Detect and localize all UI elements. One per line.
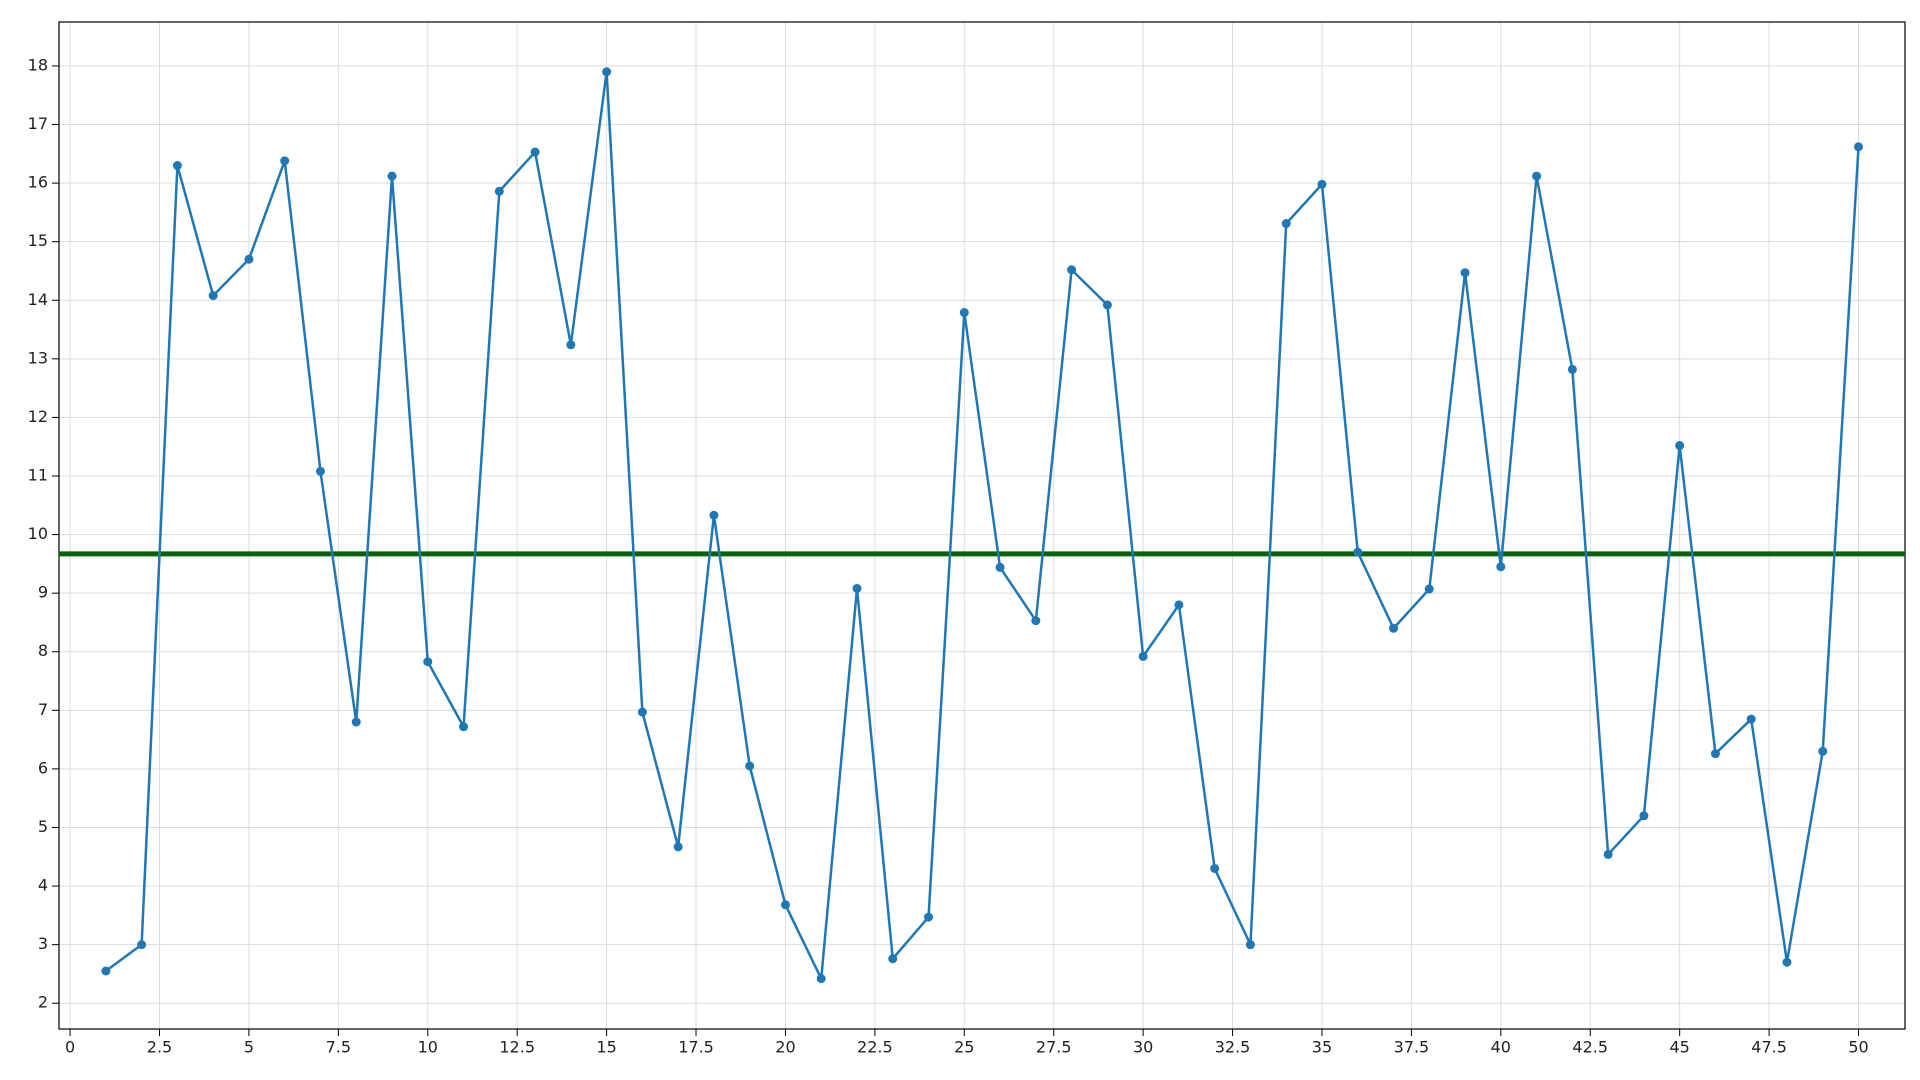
- x-tick-label: 2.5: [147, 1038, 172, 1057]
- x-tick-label: 20: [775, 1038, 795, 1057]
- plot-frame: [58, 21, 1906, 1030]
- data-point: [959, 308, 969, 318]
- y-tick-label: 11: [28, 465, 48, 484]
- data-point: [1389, 623, 1399, 633]
- x-tick-label: 35: [1312, 1038, 1332, 1057]
- data-point: [1317, 179, 1327, 189]
- data-point: [208, 291, 218, 301]
- data-point: [1496, 562, 1506, 572]
- y-tick-label: 2: [38, 993, 48, 1012]
- x-tick-label: 0: [65, 1038, 75, 1057]
- data-point: [1818, 746, 1828, 756]
- data-point: [1281, 219, 1291, 229]
- data-point: [602, 67, 612, 77]
- x-tick-label: 32.5: [1215, 1038, 1251, 1057]
- data-point: [780, 900, 790, 910]
- data-point: [1603, 849, 1613, 859]
- data-point: [1460, 268, 1470, 278]
- x-tick-label: 30: [1133, 1038, 1153, 1057]
- data-point: [494, 186, 504, 196]
- data-point: [1746, 714, 1756, 724]
- y-tick-label: 10: [28, 524, 48, 543]
- data-point: [566, 340, 576, 350]
- y-tick-label: 12: [28, 407, 48, 426]
- x-tick-label: 15: [596, 1038, 616, 1057]
- y-tick-label: 18: [28, 55, 48, 74]
- x-tick-label: 27.5: [1036, 1038, 1072, 1057]
- data-point: [1854, 142, 1864, 152]
- y-tick-label: 4: [38, 876, 48, 895]
- data-point: [709, 510, 719, 520]
- data-point: [423, 657, 433, 667]
- y-tick-label: 3: [38, 934, 48, 953]
- y-tick-label: 5: [38, 817, 48, 836]
- x-tick-label: 22.5: [857, 1038, 893, 1057]
- x-tick-label: 47.5: [1751, 1038, 1787, 1057]
- x-tick-label: 45: [1669, 1038, 1689, 1057]
- data-point: [315, 466, 325, 476]
- data-point: [888, 954, 898, 964]
- data-point: [1245, 940, 1255, 950]
- data-point: [1710, 749, 1720, 759]
- data-point: [1031, 616, 1041, 626]
- data-point: [1567, 364, 1577, 374]
- data-point: [244, 254, 254, 264]
- data-point: [1675, 441, 1685, 451]
- data-point: [459, 722, 469, 732]
- data-point: [1532, 171, 1542, 181]
- data-point: [1102, 300, 1112, 310]
- y-tick-label: 9: [38, 583, 48, 602]
- data-point: [1174, 600, 1184, 610]
- x-tick-label: 40: [1491, 1038, 1511, 1057]
- y-tick-label: 13: [28, 348, 48, 367]
- y-tick-label: 7: [38, 700, 48, 719]
- y-tick-label: 16: [28, 173, 48, 192]
- x-tick-label: 10: [418, 1038, 438, 1057]
- data-point: [1067, 265, 1077, 275]
- data-point: [530, 147, 540, 157]
- y-tick-label: 8: [38, 641, 48, 660]
- data-point: [995, 562, 1005, 572]
- y-tick-label: 15: [28, 231, 48, 250]
- data-point: [1138, 651, 1148, 661]
- data-point: [1424, 584, 1434, 594]
- data-point: [172, 161, 182, 171]
- x-tick-label: 5: [244, 1038, 254, 1057]
- data-point: [280, 156, 290, 166]
- data-point: [673, 842, 683, 852]
- y-tick-label: 6: [38, 758, 48, 777]
- data-point: [1782, 957, 1792, 967]
- data-point: [1639, 811, 1649, 821]
- x-tick-label: 17.5: [678, 1038, 714, 1057]
- x-tick-label: 12.5: [499, 1038, 535, 1057]
- x-tick-label: 37.5: [1394, 1038, 1430, 1057]
- data-point: [924, 912, 934, 922]
- data-point: [745, 761, 755, 771]
- data-point: [1353, 547, 1363, 557]
- data-point: [351, 717, 361, 727]
- y-tick-label: 14: [28, 290, 48, 309]
- data-point: [816, 974, 826, 984]
- x-tick-label: 42.5: [1572, 1038, 1608, 1057]
- series-line: [105, 71, 1860, 984]
- data-point: [101, 966, 111, 976]
- data-point: [387, 171, 397, 181]
- data-point: [637, 707, 647, 717]
- y-tick-label: 17: [28, 114, 48, 133]
- x-tick-label: 7.5: [326, 1038, 351, 1057]
- data-point: [852, 583, 862, 593]
- data-point: [1210, 863, 1220, 873]
- x-tick-label: 25: [954, 1038, 974, 1057]
- data-point: [137, 940, 147, 950]
- x-tick-label: 50: [1848, 1038, 1868, 1057]
